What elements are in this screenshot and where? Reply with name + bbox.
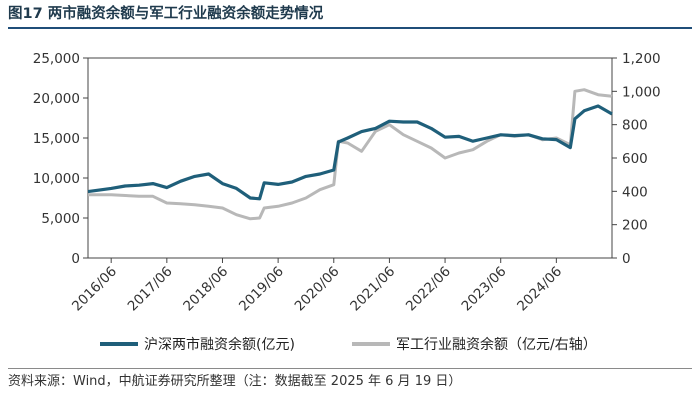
source-rule xyxy=(8,368,692,369)
legend-label-market: 沪深两市融资余额(亿元) xyxy=(144,336,295,353)
y-right-tick-label: 1,200 xyxy=(622,51,661,67)
x-tick-label: 2017/06 xyxy=(125,264,176,315)
x-tick-label: 2016/06 xyxy=(69,264,120,315)
y-right-tick-label: 0 xyxy=(622,251,631,267)
y-left-tick-label: 15,000 xyxy=(33,131,80,147)
x-tick-label: 2020/06 xyxy=(292,264,343,315)
figure-title: 图17 两市融资余额与军工行业融资余额走势情况 xyxy=(8,6,324,22)
y-left-tick-label: 0 xyxy=(71,251,80,267)
series-line-market-margin xyxy=(87,104,613,201)
legend: 沪深两市融资余额(亿元) 军工行业融资余额（亿元/右轴） xyxy=(100,336,597,353)
y-left-tick-label: 10,000 xyxy=(33,171,80,187)
source-note: 资料来源：Wind，中航证券研究所整理（注：数据截至 2025 年 6 月 19… xyxy=(8,374,462,389)
legend-label-military: 军工行业融资余额（亿元/右轴） xyxy=(396,336,597,353)
y-left-tick-label: 20,000 xyxy=(33,91,80,107)
line-chart: 25,000 20,000 15,000 10,000 5,000 0 1,200 1,000… xyxy=(33,51,661,353)
y-right-tick-label: 400 xyxy=(622,184,648,200)
y-right-tick-label: 200 xyxy=(622,218,648,234)
series-line-military-margin xyxy=(88,88,613,221)
x-tick-label: 2023/06 xyxy=(459,264,510,315)
plot-frame xyxy=(87,57,613,259)
y-left-tick-label: 25,000 xyxy=(33,51,80,67)
series-lines xyxy=(87,88,613,221)
x-tick-label: 2022/06 xyxy=(403,264,454,315)
y-right-tick-label: 600 xyxy=(622,151,648,167)
y-right-tick-label: 1,000 xyxy=(622,84,661,100)
y-right-tick-label: 800 xyxy=(622,118,648,134)
title-rule xyxy=(8,27,692,29)
x-tick-label: 2019/06 xyxy=(236,264,287,315)
axes: 25,000 20,000 15,000 10,000 5,000 0 1,200 1,000… xyxy=(33,51,661,314)
x-tick-label: 2024/06 xyxy=(514,264,565,315)
y-left-tick-label: 5,000 xyxy=(41,211,80,227)
x-tick-label: 2021/06 xyxy=(347,264,398,315)
x-tick-label: 2018/06 xyxy=(180,264,231,315)
